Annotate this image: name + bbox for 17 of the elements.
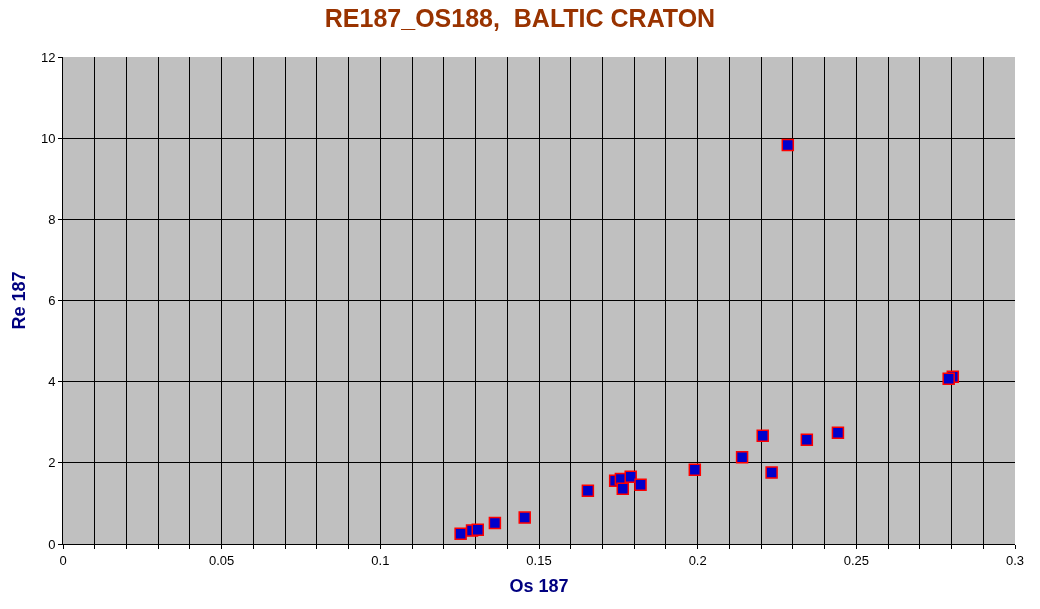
y-tick-label: 8: [48, 211, 56, 227]
y-tick-label: 4: [48, 374, 56, 390]
x-tick-label: 0.15: [526, 552, 552, 568]
chart-title: RE187_OS188, BALTIC CRATON: [324, 3, 716, 32]
y-tick-label: 0: [48, 536, 56, 552]
x-tick-label: 0.25: [843, 552, 869, 568]
x-tick-label: 0.05: [209, 552, 235, 568]
y-tick-label: 12: [40, 49, 56, 65]
x-tick-label: 0.3: [1005, 552, 1025, 568]
x-axis-title: Os 187: [509, 575, 569, 596]
x-tick-label: 0.2: [688, 552, 707, 568]
y-tick-label: 2: [48, 455, 56, 471]
y-tick-label: 10: [40, 130, 56, 146]
y-axis-title: Re 187: [9, 271, 30, 330]
y-tick-label: 6: [48, 293, 56, 309]
x-tick-label: 0.1: [371, 552, 390, 568]
x-tick-label: 0: [59, 552, 67, 568]
